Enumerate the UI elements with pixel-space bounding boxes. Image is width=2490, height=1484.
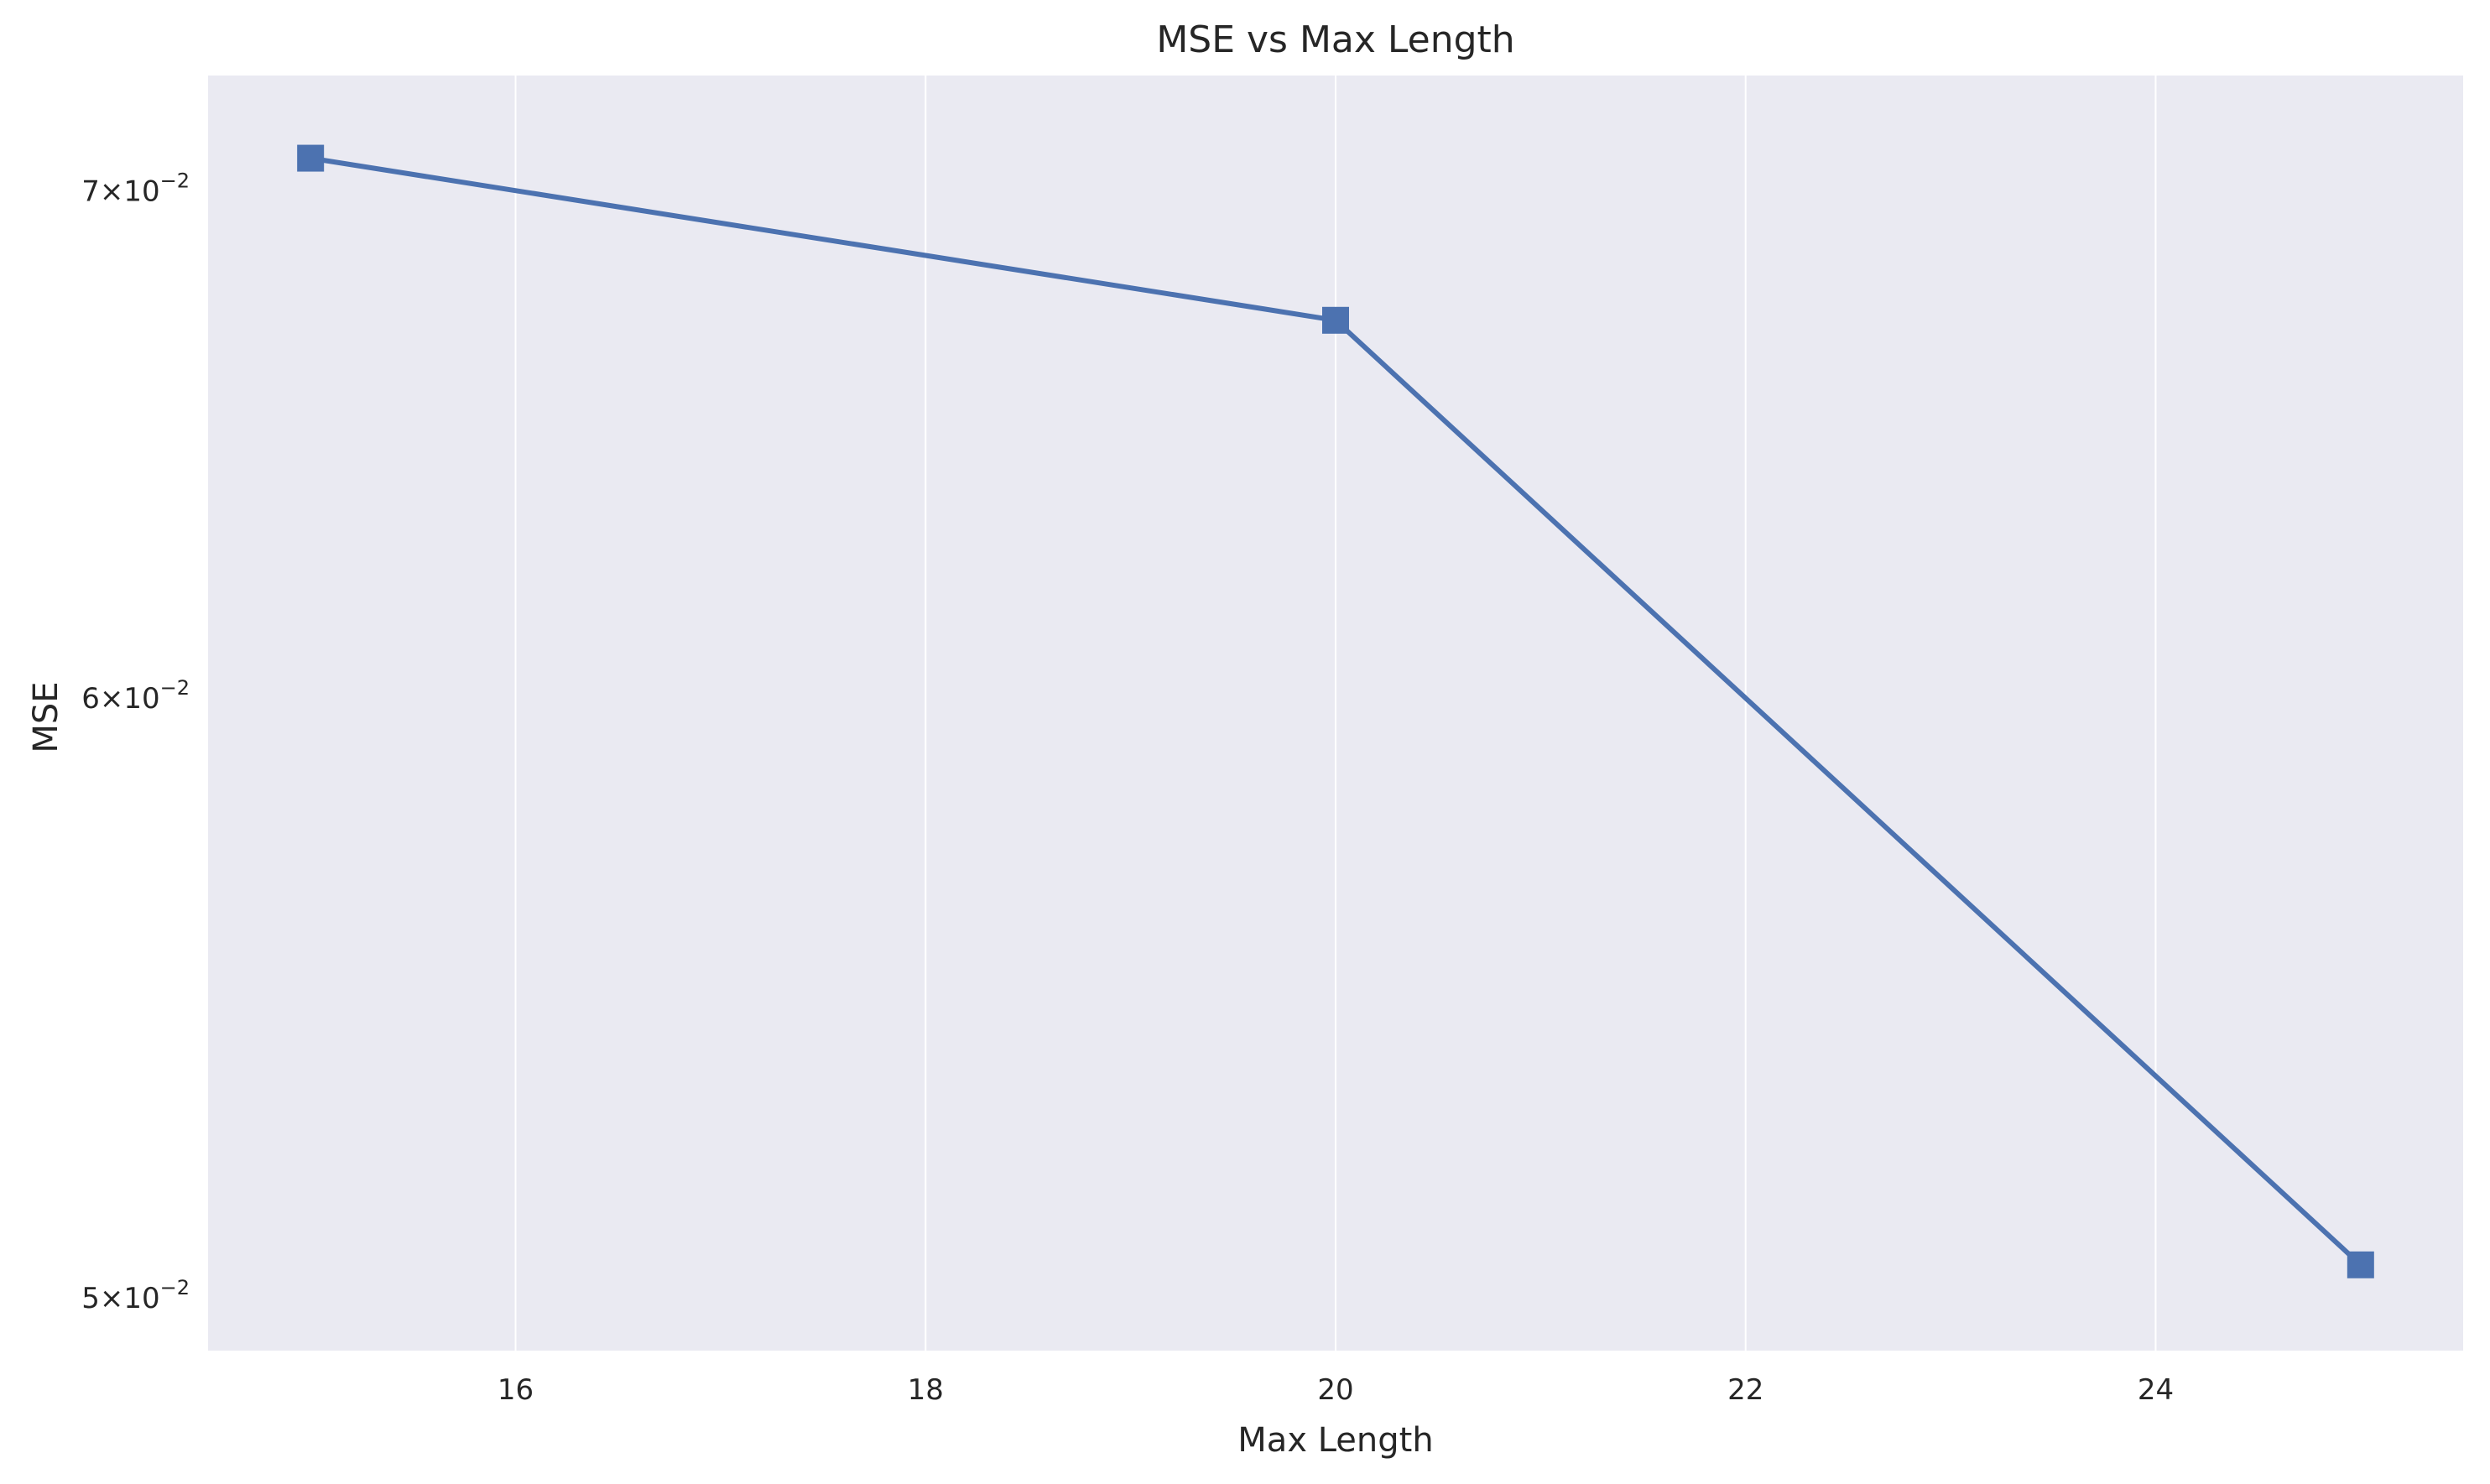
y-tick-mantissa: 7 <box>81 175 100 209</box>
y-tick-base: 10 <box>123 1282 159 1315</box>
y-tick-exponent: −2 <box>160 676 190 700</box>
x-tick-label: 18 <box>908 1373 944 1407</box>
y-tick-exponent: −2 <box>160 169 190 193</box>
x-tick-label: 20 <box>1317 1373 1353 1407</box>
y-tick-times: × <box>100 682 124 716</box>
y-tick-exponent: −2 <box>160 1276 190 1299</box>
grid-lines <box>514 76 2157 1351</box>
y-axis-label: MSE <box>27 681 65 752</box>
y-tick-mantissa: 5 <box>81 1282 100 1315</box>
y-tick-times: × <box>100 175 124 209</box>
data-point-marker <box>1322 306 1349 334</box>
x-tick-label: 22 <box>1727 1373 1763 1407</box>
y-tick-mantissa: 6 <box>81 682 100 716</box>
data-point-marker <box>297 144 325 172</box>
y-tick-label: 7×10−2 <box>81 169 190 209</box>
y-tick-times: × <box>100 1282 124 1315</box>
x-tick-label: 24 <box>2138 1373 2174 1407</box>
x-tick-labels: 16 18 20 22 24 <box>497 1373 2174 1407</box>
y-tick-label: 5×10−2 <box>81 1276 190 1315</box>
y-tick-labels: 5×10−26×10−27×10−2 <box>81 169 190 1315</box>
x-axis-label: Max Length <box>1237 1421 1433 1460</box>
series-layer <box>297 144 2374 1278</box>
y-tick-label: 6×10−2 <box>81 676 190 716</box>
y-tick-base: 10 <box>123 175 159 209</box>
chart-title: MSE vs Max Length <box>1156 18 1514 61</box>
data-point-marker <box>2347 1251 2374 1278</box>
x-tick-label: 16 <box>497 1373 534 1407</box>
y-tick-base: 10 <box>123 682 159 716</box>
